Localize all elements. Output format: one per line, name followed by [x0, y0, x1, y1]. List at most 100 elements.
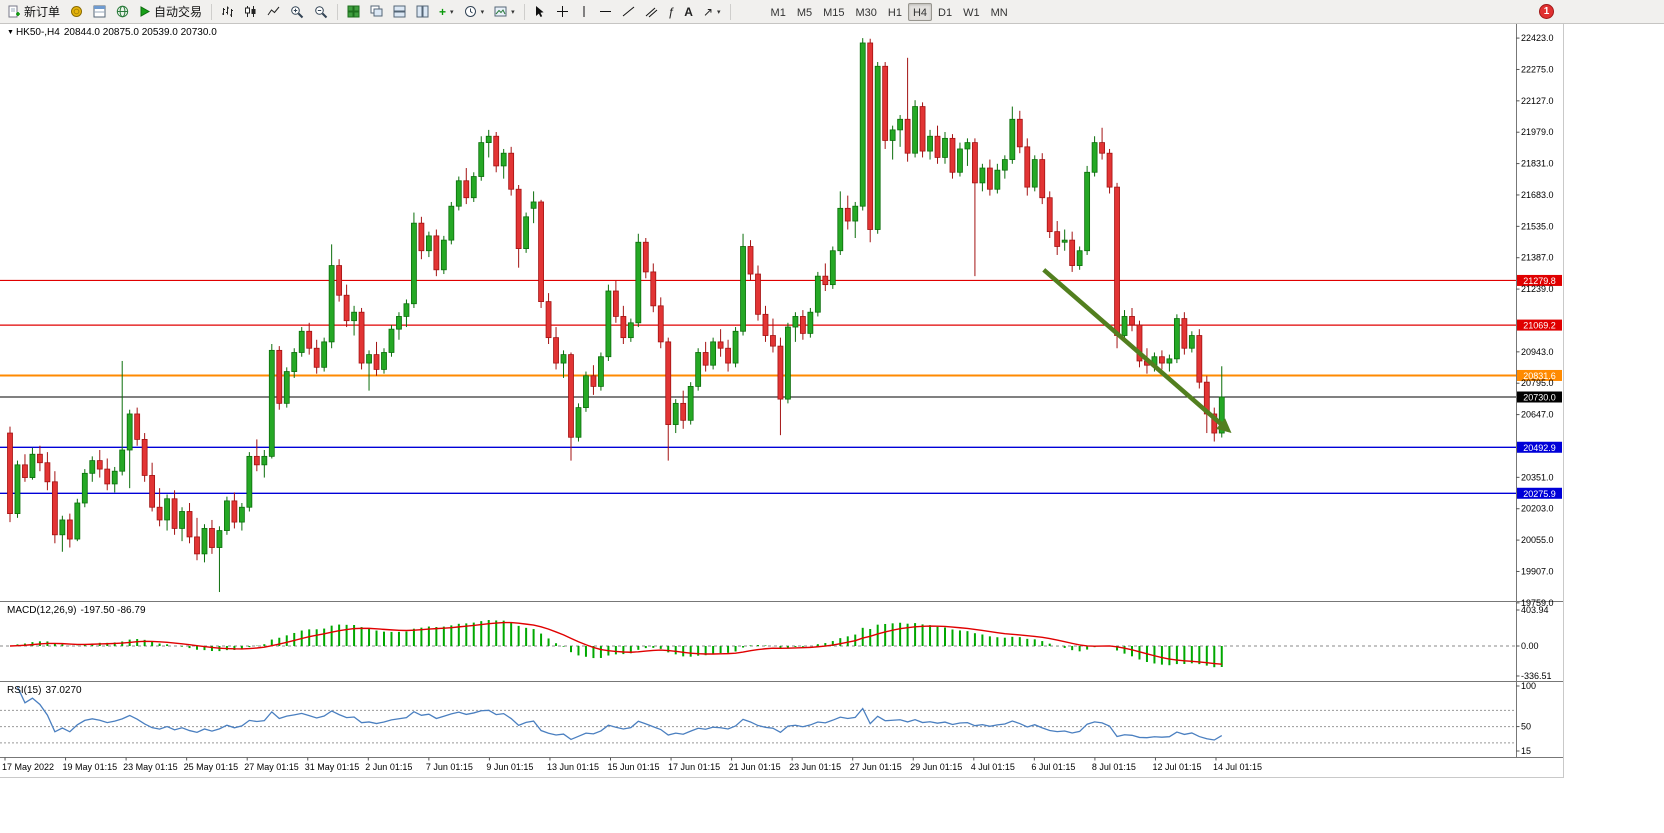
- web-terminal-button[interactable]: [112, 2, 133, 22]
- candle: [530, 201, 537, 209]
- vertical-line-tool-button[interactable]: [575, 2, 593, 22]
- candle: [403, 303, 410, 317]
- zoom-in-icon: [291, 5, 304, 18]
- candlestick-chart-button[interactable]: [240, 2, 261, 22]
- date-label: 15 Jun 01:15: [608, 762, 660, 772]
- text-tool-button[interactable]: A: [680, 2, 697, 22]
- candle: [231, 500, 238, 523]
- candle: [687, 385, 694, 421]
- candle: [695, 352, 702, 387]
- trend-arrow[interactable]: [1042, 268, 1232, 434]
- candle: [949, 137, 956, 173]
- candle: [957, 148, 963, 173]
- candle: [942, 137, 948, 158]
- trendline-tool-button[interactable]: [618, 2, 639, 22]
- date-label: 6 Jul 01:15: [1031, 762, 1075, 772]
- tile-vertical-icon: [416, 5, 429, 18]
- line-chart-icon: [267, 6, 280, 16]
- candle: [164, 498, 170, 521]
- autotrading-button[interactable]: 自动交易: [135, 2, 206, 22]
- timeframe-button-m15[interactable]: M15: [823, 6, 845, 19]
- arrow-object-icon: ↗: [702, 4, 714, 19]
- timeframe-button-w1[interactable]: W1: [963, 6, 980, 19]
- candle: [508, 152, 515, 190]
- chart-ohlc-values: 20844.0 20875.0 20539.0 20730.0: [63, 27, 217, 38]
- periods-button[interactable]: ▾: [460, 2, 489, 22]
- price-tick-label: 21387.0: [1521, 253, 1554, 263]
- candle: [381, 352, 387, 370]
- candle: [672, 402, 679, 425]
- price-axis[interactable]: 22423.0 22275.0 22127.0 21979.0 21831.0 21683…: [1516, 33, 1554, 608]
- candle: [994, 169, 1001, 190]
- candle: [583, 375, 589, 408]
- date-label: 19 May 01:15: [63, 762, 118, 772]
- chart-title: ▼ HK50-,H4 20844.0 20875.0 20539.0 20730.0: [7, 27, 221, 38]
- candle: [321, 341, 328, 368]
- price-tick-label: 19759.0: [1521, 598, 1554, 608]
- tile-horizontal-button[interactable]: [389, 2, 410, 22]
- candle: [889, 129, 896, 141]
- fibonacci-tool-button[interactable]: ƒ: [664, 2, 679, 22]
- candle: [829, 250, 836, 286]
- chart-collapse-icon[interactable]: ▼: [7, 29, 14, 36]
- channel-tool-button[interactable]: [641, 2, 662, 22]
- candle: [747, 246, 754, 275]
- candle: [1039, 159, 1046, 199]
- timeframe-button-h4[interactable]: H4: [907, 2, 933, 21]
- crosshair-tool-button[interactable]: [552, 2, 573, 22]
- timeframe-button-m30[interactable]: M30: [855, 6, 877, 19]
- price-line-label: 21069.2: [1517, 319, 1562, 331]
- candle: [740, 246, 746, 332]
- globe-icon: [116, 5, 129, 18]
- timeframe-button-mn[interactable]: MN: [990, 6, 1008, 19]
- candle: [635, 241, 642, 324]
- price-tick-label: 20647.0: [1521, 410, 1554, 420]
- cursor-tool-button[interactable]: [530, 2, 550, 22]
- candle: [717, 341, 724, 349]
- candle: [478, 142, 485, 177]
- candle: [283, 371, 290, 404]
- timeframe-button-d1[interactable]: D1: [938, 6, 953, 19]
- candle: [575, 407, 582, 438]
- candle: [500, 152, 507, 167]
- data-window-button[interactable]: [89, 2, 110, 22]
- time-axis[interactable]: 17 May 2022 19 May 01:15 23 May 01:15 25 Ma…: [2, 757, 1262, 773]
- arrows-tool-button[interactable]: ↗ ▾: [699, 2, 725, 22]
- bar-chart-button[interactable]: [217, 2, 238, 22]
- candle: [96, 460, 103, 470]
- date-label: 2 Jun 01:15: [365, 762, 412, 772]
- candle: [560, 354, 567, 364]
- zoom-out-button[interactable]: [310, 2, 332, 22]
- price-tick-label: 19907.0: [1521, 566, 1554, 576]
- rsi-tick-label: 50: [1521, 722, 1531, 732]
- timeframe-button-h1[interactable]: H1: [887, 6, 902, 19]
- cascade-windows-button[interactable]: [366, 2, 387, 22]
- candle: [433, 235, 440, 271]
- candle: [328, 265, 335, 343]
- tile-vertical-button[interactable]: [412, 2, 433, 22]
- timeframe-button-m5[interactable]: M5: [796, 6, 813, 19]
- candle: [1076, 250, 1083, 266]
- timeframe-button-m1[interactable]: M1: [770, 6, 786, 19]
- candle: [455, 180, 462, 207]
- macd-tick-label: 403.94: [1521, 605, 1549, 615]
- market-watch-button[interactable]: [66, 2, 87, 22]
- new-order-button[interactable]: 新订单: [4, 2, 64, 22]
- line-chart-button[interactable]: [263, 2, 284, 22]
- candle: [14, 464, 21, 514]
- horizontal-line-tool-button[interactable]: [595, 2, 616, 22]
- date-label: 12 Jul 01:15: [1152, 762, 1201, 772]
- macd-values: -197.50 -86.79: [80, 605, 146, 616]
- price-tick-label: 22423.0: [1521, 33, 1554, 43]
- indicators-button[interactable]: + ▾: [435, 2, 458, 22]
- zoom-in-button[interactable]: [286, 2, 308, 22]
- candle: [396, 316, 402, 330]
- candle: [149, 475, 156, 508]
- templates-button[interactable]: ▾: [490, 2, 519, 22]
- horizontal-lines: 21279.8 21069.2 20831.6 20492.9 20275.9 20730…: [0, 274, 1562, 499]
- candle: [89, 460, 96, 474]
- tile-windows-button[interactable]: [343, 2, 364, 22]
- notification-badge[interactable]: 1: [1539, 4, 1554, 19]
